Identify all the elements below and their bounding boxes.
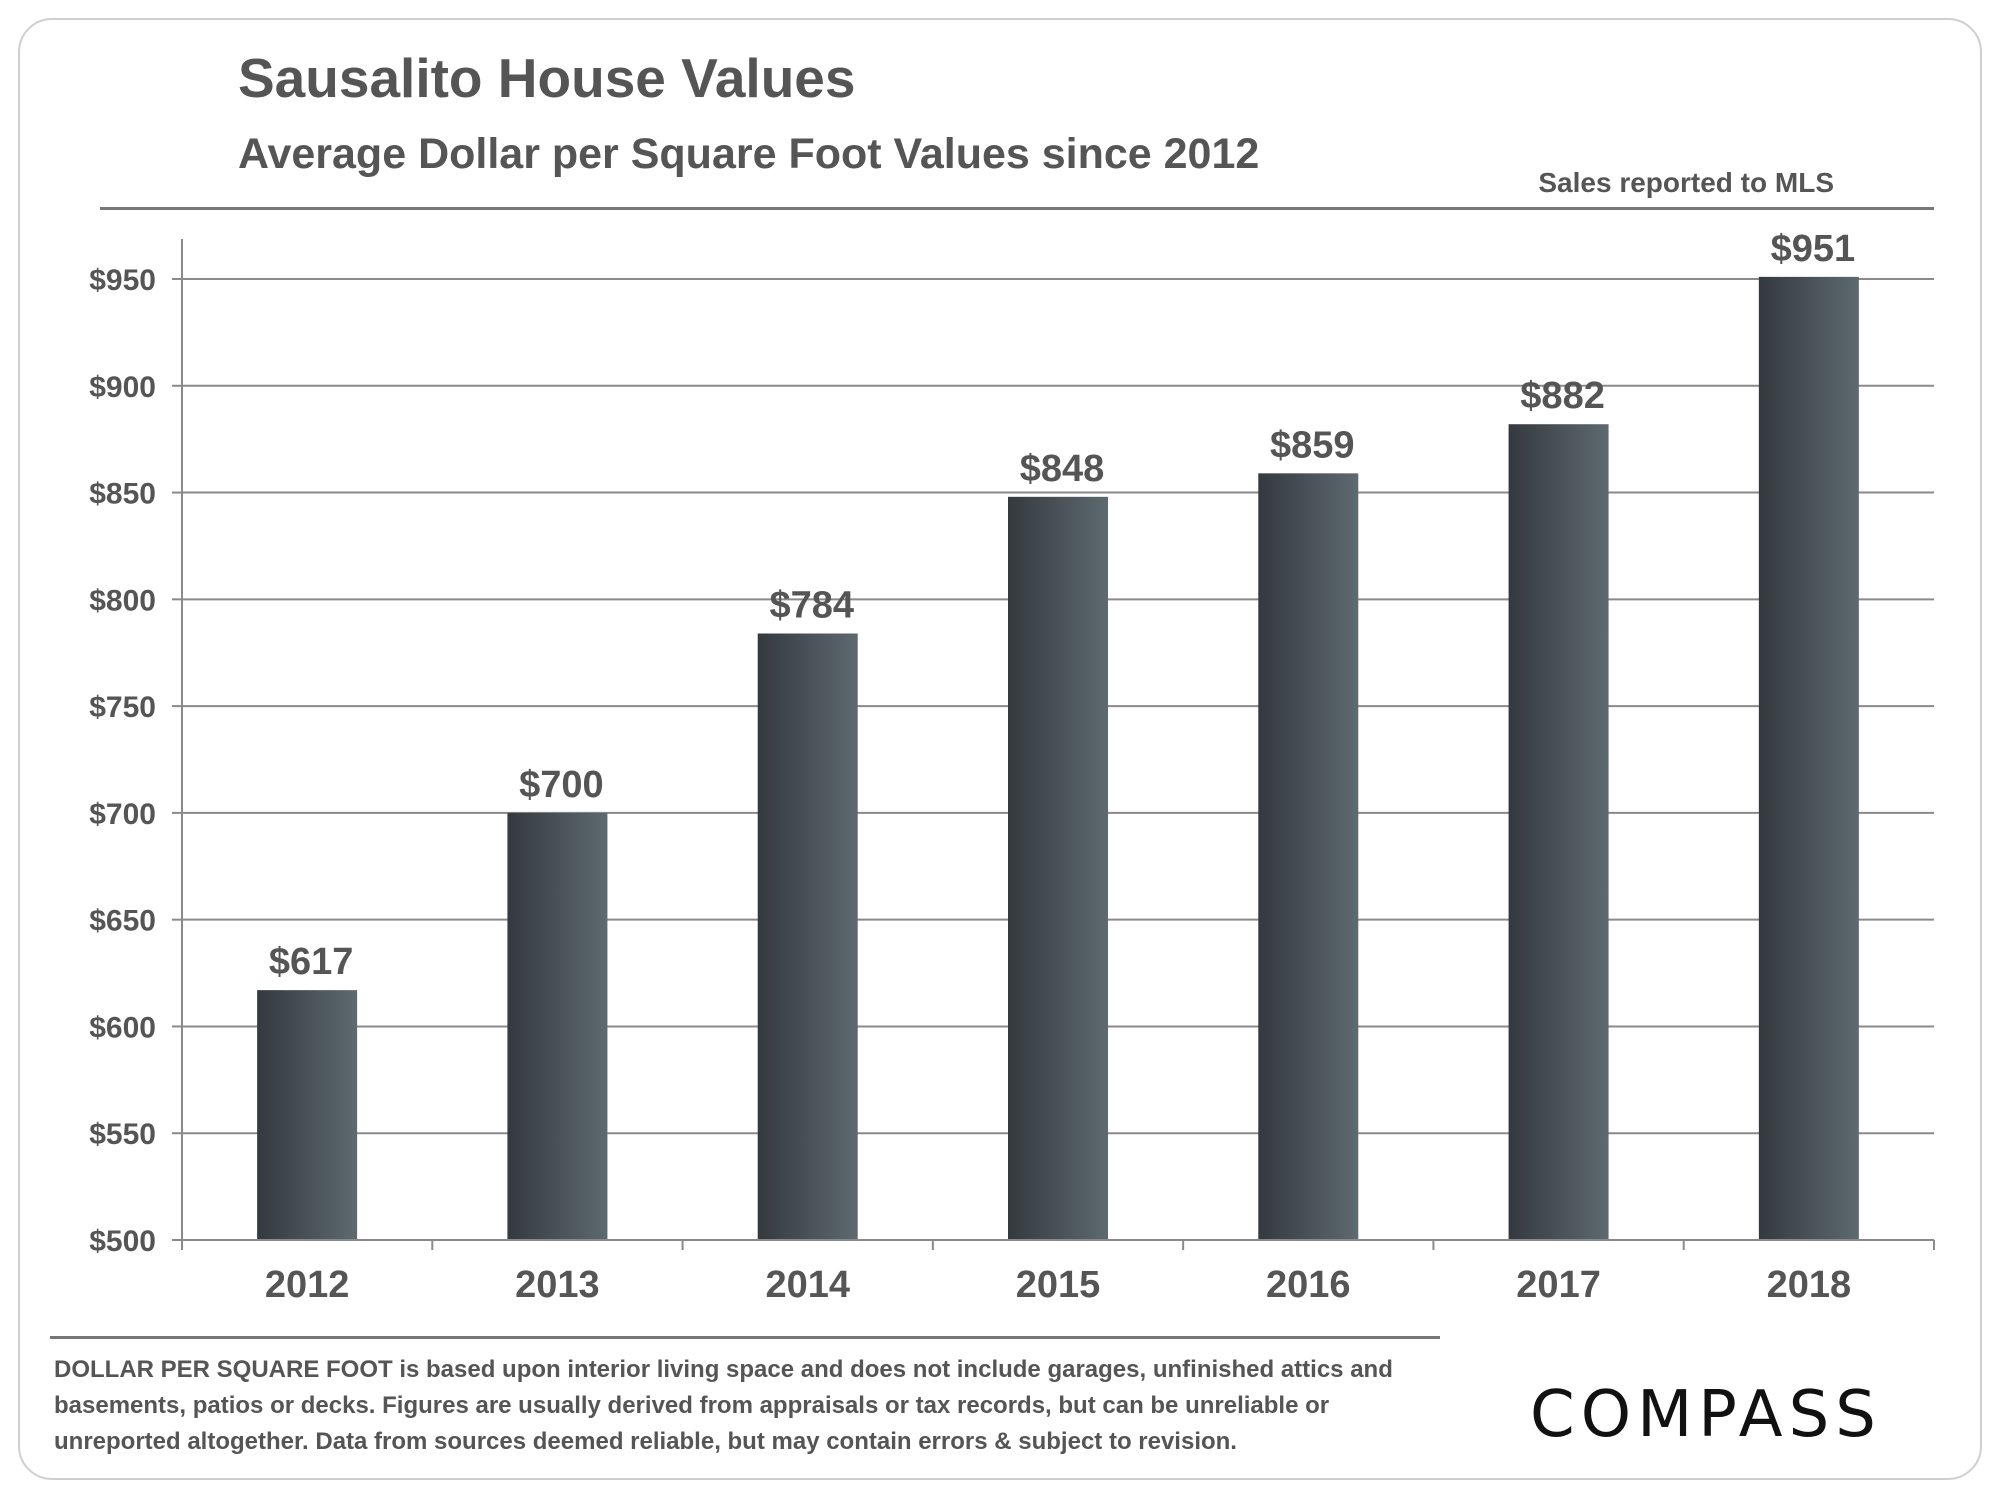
y-tick-label: $700	[89, 798, 156, 831]
footnote-text: DOLLAR PER SQUARE FOOT is based upon int…	[54, 1356, 1393, 1455]
y-tick-label: $500	[89, 1225, 156, 1258]
y-tick-label: $650	[89, 905, 156, 938]
x-tick-label-2018: 2018	[1767, 1264, 1852, 1306]
bar-2017	[1508, 424, 1609, 1240]
bars	[257, 276, 1859, 1240]
source-note: Sales reported to MLS	[1538, 167, 1834, 198]
data-label-2015: $848	[1020, 448, 1105, 490]
data-label-2012: $617	[269, 941, 354, 983]
axes	[172, 239, 1935, 1250]
data-label-2017: $882	[1520, 375, 1605, 417]
x-tick-label-2016: 2016	[1266, 1264, 1351, 1306]
y-tick-label: $900	[89, 371, 156, 404]
data-label-2018: $951	[1771, 228, 1856, 270]
y-tick-label: $550	[89, 1118, 156, 1151]
bar-2012	[257, 990, 358, 1240]
header-divider	[100, 207, 1934, 210]
x-tick-label-2014: 2014	[765, 1264, 850, 1306]
x-tick-label-2012: 2012	[265, 1264, 350, 1306]
bar-2018	[1758, 276, 1859, 1240]
y-tick-label: $800	[89, 584, 156, 617]
x-tick-label-2017: 2017	[1516, 1264, 1601, 1306]
bar-chart: $500 $550 $600 $650 $700 $750 $800 $850 $900 $950…	[89, 228, 1935, 1306]
y-tick-label: $850	[89, 478, 156, 511]
labels: $500 $550 $600 $650 $700 $750 $800 $850 $900 $950…	[89, 228, 1855, 1306]
chart-title: Sausalito House Values	[238, 47, 856, 109]
compass-logo: COMPASS	[1530, 1378, 1882, 1452]
data-label-2014: $784	[769, 585, 854, 627]
footer-divider	[50, 1336, 1440, 1339]
bar-2015	[1008, 496, 1108, 1240]
x-tick-label-2015: 2015	[1016, 1264, 1101, 1306]
bar-2016	[1258, 473, 1359, 1240]
x-tick-label-2013: 2013	[515, 1264, 600, 1306]
y-tick-label: $750	[89, 691, 156, 724]
bar-2014	[757, 633, 858, 1240]
bar-2013	[507, 812, 608, 1240]
chart-subtitle: Average Dollar per Square Foot Values si…	[238, 130, 1260, 178]
y-tick-label: $950	[89, 264, 156, 297]
data-label-2016: $859	[1270, 424, 1355, 466]
data-label-2013: $700	[519, 764, 604, 806]
y-tick-label: $600	[89, 1011, 156, 1044]
